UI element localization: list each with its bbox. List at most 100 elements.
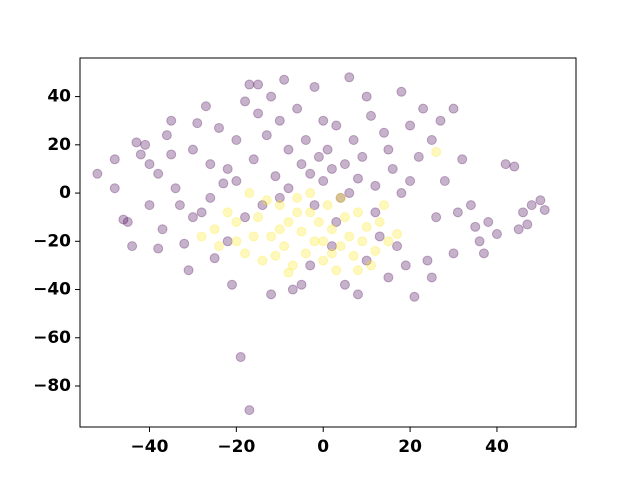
- point: [231, 217, 242, 227]
- point: [405, 120, 416, 131]
- point: [244, 188, 255, 199]
- point: [257, 200, 268, 211]
- point: [270, 250, 281, 261]
- point: [153, 243, 164, 254]
- x-tick-label: −40: [131, 437, 169, 457]
- point: [205, 159, 216, 170]
- point: [331, 217, 342, 227]
- point: [274, 200, 285, 211]
- points: [92, 72, 550, 416]
- point: [374, 231, 385, 242]
- point: [383, 236, 394, 247]
- point: [313, 217, 324, 227]
- point: [400, 260, 411, 271]
- point: [292, 207, 303, 218]
- point: [144, 159, 155, 170]
- x-tick-label: −20: [217, 437, 255, 457]
- point: [448, 248, 459, 259]
- point: [474, 236, 485, 247]
- point: [318, 255, 329, 266]
- point: [92, 168, 103, 179]
- point: [266, 231, 277, 242]
- x-tick-label: 20: [398, 437, 422, 457]
- point: [122, 217, 133, 227]
- point: [361, 255, 372, 266]
- y-tick-label: −20: [33, 231, 71, 251]
- point: [231, 176, 242, 186]
- point: [539, 204, 550, 215]
- point: [109, 154, 120, 165]
- point: [261, 195, 272, 206]
- x-tick-label: 0: [317, 437, 329, 457]
- point: [392, 241, 403, 252]
- point: [213, 241, 224, 252]
- point: [357, 151, 368, 162]
- point: [174, 200, 185, 211]
- point: [331, 120, 342, 131]
- point: [448, 103, 459, 114]
- plot-frame: [79, 57, 577, 428]
- point: [240, 248, 251, 259]
- point: [231, 135, 242, 145]
- point: [227, 279, 238, 290]
- point: [266, 289, 277, 300]
- point: [209, 224, 220, 235]
- point: [431, 212, 442, 223]
- point: [426, 135, 437, 145]
- point: [131, 137, 142, 148]
- point: [274, 115, 285, 126]
- point: [526, 200, 537, 211]
- point: [326, 241, 337, 252]
- point: [326, 224, 337, 235]
- point: [409, 291, 420, 302]
- point: [153, 168, 164, 179]
- point: [326, 248, 337, 259]
- point: [500, 159, 511, 170]
- point: [235, 352, 246, 363]
- point: [352, 265, 363, 276]
- point: [452, 207, 463, 218]
- point: [405, 176, 416, 186]
- point: [348, 135, 359, 145]
- y-tick-label: −80: [33, 376, 71, 396]
- x-tick-label: 40: [485, 437, 509, 457]
- point: [370, 180, 381, 191]
- point: [352, 207, 363, 218]
- point: [283, 217, 294, 227]
- point: [200, 101, 211, 112]
- point: [253, 212, 264, 223]
- point: [439, 176, 450, 186]
- point: [109, 183, 120, 194]
- point: [322, 144, 333, 155]
- point: [348, 250, 359, 261]
- point: [318, 115, 329, 126]
- point: [322, 200, 333, 211]
- point: [431, 147, 442, 158]
- point: [535, 195, 546, 206]
- point: [187, 144, 198, 155]
- point: [283, 183, 294, 194]
- point: [374, 217, 385, 227]
- point: [287, 260, 298, 271]
- point: [413, 151, 424, 162]
- point: [483, 217, 494, 227]
- point: [383, 272, 394, 283]
- point: [274, 224, 285, 235]
- point: [309, 236, 320, 247]
- point: [187, 212, 198, 223]
- point: [344, 231, 355, 242]
- point: [279, 241, 290, 252]
- point: [179, 238, 190, 249]
- point: [157, 224, 168, 235]
- point: [218, 178, 229, 189]
- point: [335, 192, 346, 203]
- point: [509, 161, 520, 172]
- point: [135, 149, 146, 160]
- point: [205, 192, 216, 203]
- point: [396, 86, 407, 97]
- y-tick-label: −60: [33, 328, 71, 348]
- point: [296, 279, 307, 290]
- point: [309, 200, 320, 211]
- point: [478, 248, 489, 259]
- point: [300, 135, 311, 145]
